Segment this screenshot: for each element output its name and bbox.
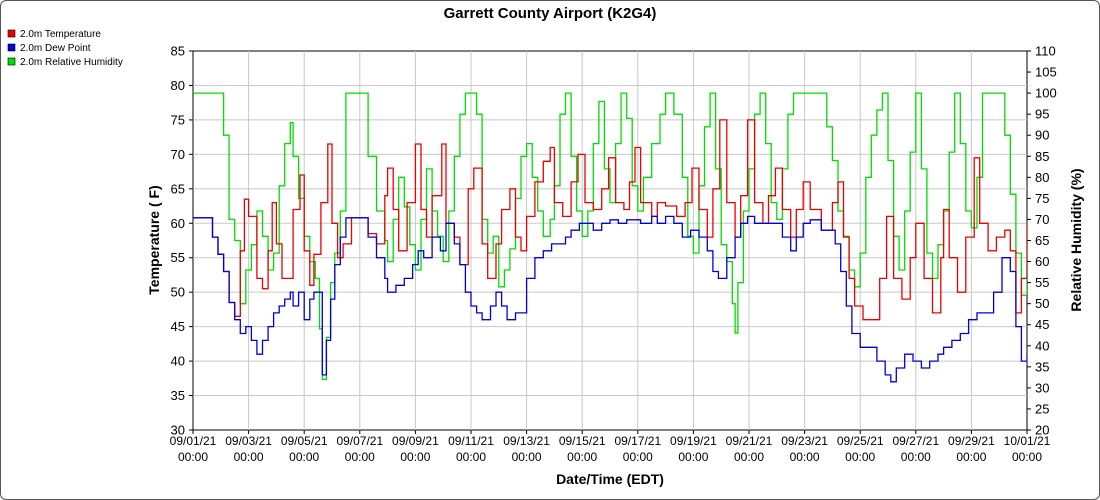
left-tick-label: 45 — [171, 319, 185, 334]
x-tick-date: 09/07/21 — [336, 434, 383, 448]
x-tick-time: 00:00 — [678, 450, 708, 464]
right-tick-label: 110 — [1035, 44, 1056, 59]
x-tick-time: 00:00 — [901, 450, 931, 464]
right-tick-label: 25 — [1035, 401, 1049, 416]
left-tick-label: 80 — [171, 78, 185, 93]
x-tick-date: 09/15/21 — [559, 434, 606, 448]
x-tick-date: 09/19/21 — [670, 434, 717, 448]
x-tick-date: 10/01/21 — [1004, 434, 1051, 448]
legend-label: 2.0m Relative Humidity — [20, 57, 123, 68]
x-tick-time: 00:00 — [456, 450, 486, 464]
chart-title: Garrett County Airport (K2G4) — [444, 5, 657, 22]
x-tick-date: 09/03/21 — [225, 434, 272, 448]
x-tick-time: 00:00 — [512, 450, 542, 464]
x-tick-time: 00:00 — [345, 450, 375, 464]
x-tick-time: 00:00 — [956, 450, 986, 464]
right-tick-label: 70 — [1035, 212, 1049, 227]
left-tick-label: 50 — [171, 285, 185, 300]
right-tick-label: 90 — [1035, 128, 1049, 143]
right-tick-label: 40 — [1035, 338, 1049, 353]
left-tick-label: 30 — [171, 423, 185, 438]
x-tick-date: 09/05/21 — [281, 434, 328, 448]
right-tick-label: 55 — [1035, 275, 1049, 290]
right-tick-label: 60 — [1035, 254, 1049, 269]
x-tick-date: 09/01/21 — [170, 434, 217, 448]
right-tick-label: 30 — [1035, 380, 1049, 395]
left-tick-label: 85 — [171, 44, 185, 59]
right-tick-label: 80 — [1035, 170, 1049, 185]
right-tick-label: 50 — [1035, 296, 1049, 311]
legend: 2.0m Temperature 2.0m Dew Point 2.0m Relat… — [7, 29, 123, 68]
legend-swatch — [7, 29, 16, 38]
x-tick-time: 00:00 — [623, 450, 653, 464]
y-axis-left-title: Temperature ( F) — [146, 185, 162, 294]
x-tick-date: 09/27/21 — [892, 434, 939, 448]
right-tick-label: 100 — [1035, 86, 1057, 101]
legend-label: 2.0m Temperature — [20, 29, 101, 40]
x-tick-time: 00:00 — [234, 450, 264, 464]
x-tick-date: 09/17/21 — [614, 434, 661, 448]
series-line-2-0m-dew-point — [193, 215, 1027, 383]
x-tick-time: 00:00 — [400, 450, 430, 464]
x-tick-date: 09/29/21 — [948, 434, 995, 448]
right-tick-label: 105 — [1035, 65, 1057, 80]
x-tick-date: 09/21/21 — [726, 434, 773, 448]
x-tick-time: 00:00 — [289, 450, 319, 464]
right-y-axis: 20 25 30 35 40 45 50 55 60 65 70 75 80 85 90 95 100 105 11… — [1027, 44, 1057, 438]
left-y-axis: 30 35 40 45 50 55 60 65 70 75 80 85 — [171, 44, 193, 438]
right-tick-label: 20 — [1035, 423, 1049, 438]
x-tick-time: 00:00 — [790, 450, 820, 464]
right-tick-label: 85 — [1035, 149, 1049, 164]
left-tick-label: 60 — [171, 216, 185, 231]
series-layer — [193, 92, 1027, 383]
legend-swatch — [7, 57, 16, 66]
x-tick-date: 09/13/21 — [503, 434, 550, 448]
left-tick-label: 75 — [171, 112, 185, 127]
y-axis-right-title: Relative Humidity (%) — [1068, 168, 1084, 311]
left-tick-label: 65 — [171, 181, 185, 196]
x-tick-time: 00:00 — [1012, 450, 1042, 464]
left-tick-label: 35 — [171, 388, 185, 403]
left-tick-label: 40 — [171, 354, 185, 369]
legend-label: 2.0m Dew Point — [20, 43, 91, 54]
x-tick-time: 00:00 — [734, 450, 764, 464]
x-tick-time: 00:00 — [567, 450, 597, 464]
right-tick-label: 75 — [1035, 191, 1049, 206]
legend-swatch — [7, 43, 16, 52]
left-tick-label: 55 — [171, 250, 185, 265]
series-line-2-0m-temperature — [193, 119, 1027, 321]
right-tick-label: 45 — [1035, 317, 1049, 332]
plot-area — [192, 50, 1028, 431]
x-axis-title: Date/Time (EDT) — [556, 471, 664, 487]
x-tick-date: 09/25/21 — [837, 434, 884, 448]
right-tick-label: 95 — [1035, 107, 1049, 122]
left-tick-label: 70 — [171, 147, 185, 162]
x-tick-date: 09/23/21 — [781, 434, 828, 448]
x-tick-date: 09/11/21 — [448, 434, 494, 448]
x-tick-time: 00:00 — [845, 450, 875, 464]
x-tick-date: 09/09/21 — [392, 434, 439, 448]
right-tick-label: 35 — [1035, 359, 1049, 374]
right-tick-label: 65 — [1035, 233, 1049, 248]
x-tick-time: 00:00 — [178, 450, 208, 464]
x-axis: 09/01/21 00:00 09/03/21 00:00 09/05/21 00:00 0… — [170, 430, 1051, 464]
